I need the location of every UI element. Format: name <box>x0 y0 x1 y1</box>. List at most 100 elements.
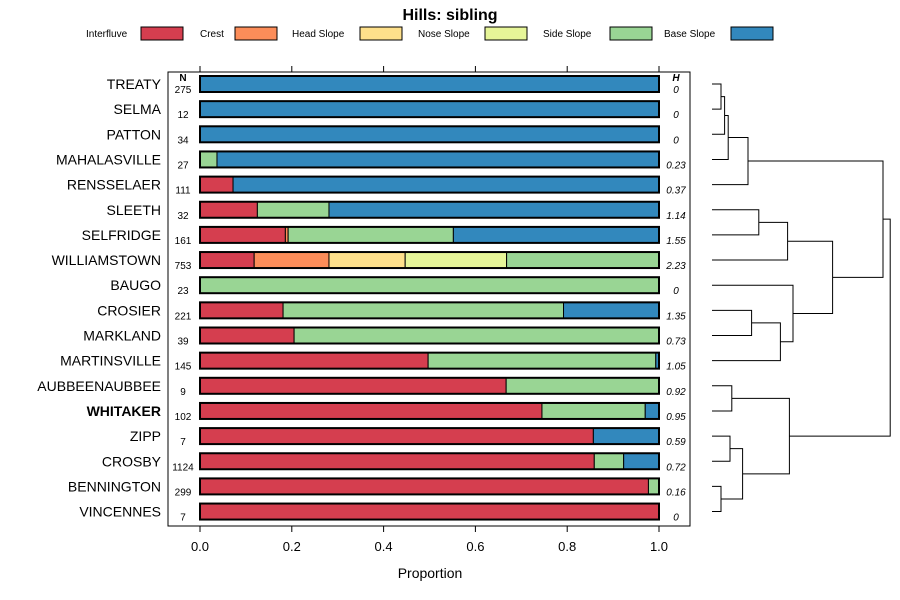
bar-segment <box>199 75 660 93</box>
bar-segment <box>216 150 660 168</box>
bar-segment <box>563 301 660 319</box>
bar-outline <box>199 401 660 420</box>
bar-outline <box>199 175 660 194</box>
bar-outline <box>199 427 660 446</box>
bar-segment <box>199 327 295 344</box>
dendrogram-link <box>712 322 781 362</box>
legend-label: Base Slope <box>664 29 716 40</box>
x-tick-label: 0.6 <box>466 539 484 554</box>
row-label: SLEETH <box>107 202 161 218</box>
n-value: 34 <box>177 135 189 146</box>
h-value: 0 <box>673 135 679 146</box>
row-label: WILLIAMSTOWN <box>52 252 161 268</box>
h-value: 0 <box>673 286 679 297</box>
bar-outline <box>199 225 660 244</box>
bar-segment <box>592 427 660 445</box>
h-value: 2.23 <box>665 261 686 272</box>
legend-label: Side Slope <box>543 29 592 40</box>
row-label: WHITAKER <box>87 403 161 419</box>
bar-segment <box>199 427 594 445</box>
dendrogram-link <box>712 114 729 160</box>
row-label: MARKLAND <box>83 328 161 344</box>
bar-outline <box>199 376 660 395</box>
h-value: 0.72 <box>666 462 686 473</box>
row-label: BAUGO <box>110 277 161 293</box>
bar-segment <box>199 276 660 294</box>
bar-segment <box>199 100 660 118</box>
dendrogram-link <box>731 397 790 475</box>
legend-label: Crest <box>200 29 224 40</box>
h-value: 0.23 <box>666 160 686 171</box>
bar-outline <box>199 100 660 119</box>
bar-segment <box>253 251 330 269</box>
bar-segment <box>199 251 255 269</box>
h-value: 0.37 <box>666 186 686 197</box>
h-value: 0.73 <box>666 337 686 348</box>
row-label: BENNINGTON <box>68 478 161 494</box>
h-value: 1.35 <box>666 311 686 322</box>
row-label: MARTINSVILLE <box>60 353 161 369</box>
h-value: 1.05 <box>666 362 686 373</box>
bar-segment <box>199 125 660 143</box>
row-label: TREATY <box>107 76 162 92</box>
h-value: 0 <box>673 513 679 524</box>
bar-outline <box>199 251 660 270</box>
bar-outline <box>199 452 660 471</box>
bar-segment <box>427 352 657 370</box>
n-value: 102 <box>175 412 192 423</box>
dendrogram-link <box>712 385 733 412</box>
bar-segment <box>199 402 543 420</box>
h-header: H <box>672 73 680 84</box>
bar-outline <box>199 150 660 169</box>
bar-segment <box>505 377 660 395</box>
row-label: CROSIER <box>97 302 161 318</box>
bar-segment <box>644 402 660 420</box>
dendrogram-link <box>789 218 891 437</box>
row-label: AUBBEENAUBBEE <box>37 378 161 394</box>
dendrogram-link <box>721 448 744 500</box>
legend-swatch <box>234 26 278 41</box>
n-value: 32 <box>177 211 189 222</box>
n-value: 7 <box>180 513 186 524</box>
legend-swatch <box>359 26 403 41</box>
row-label: MAHALASVILLE <box>56 151 161 167</box>
row-label: CROSBY <box>102 453 162 469</box>
legend-label: Head Slope <box>292 29 345 40</box>
bar-segment <box>199 301 284 319</box>
bar-outline <box>199 477 660 496</box>
dendrogram-link <box>712 435 731 462</box>
n-value: 145 <box>175 362 192 373</box>
h-value: 0.16 <box>666 487 686 498</box>
bar-outline <box>199 75 660 93</box>
bar-segment <box>199 176 234 194</box>
h-value: 0 <box>673 85 679 96</box>
h-value: 0.59 <box>666 437 686 448</box>
dendrogram-link <box>712 83 722 110</box>
bar-segment <box>623 452 660 470</box>
bar-outline <box>199 502 660 521</box>
x-tick-label: 1.0 <box>650 539 668 554</box>
n-value: 12 <box>177 110 189 121</box>
bar-outline <box>199 200 660 219</box>
legend-label: Interfluve <box>86 29 128 40</box>
n-value: 299 <box>175 487 192 498</box>
bar-segment <box>199 150 218 168</box>
legend-label: Nose Slope <box>418 29 470 40</box>
h-value: 0 <box>673 110 679 121</box>
bar-segment <box>199 226 286 244</box>
bar-segment <box>199 503 660 521</box>
x-axis-title: Proportion <box>398 565 463 581</box>
legend-swatch <box>730 26 774 41</box>
bar-segment <box>593 452 625 470</box>
x-tick-label: 0.4 <box>375 539 393 554</box>
bar-outline <box>199 301 660 320</box>
row-label: VINCENNES <box>79 504 161 520</box>
n-value: 111 <box>175 186 191 197</box>
bar-segment <box>199 201 258 219</box>
x-tick-label: 0.2 <box>283 539 301 554</box>
h-value: 1.55 <box>666 236 686 247</box>
n-value: 7 <box>180 437 186 448</box>
legend-swatch <box>484 26 528 41</box>
legend-swatch <box>609 26 653 41</box>
n-header: N <box>179 73 186 84</box>
